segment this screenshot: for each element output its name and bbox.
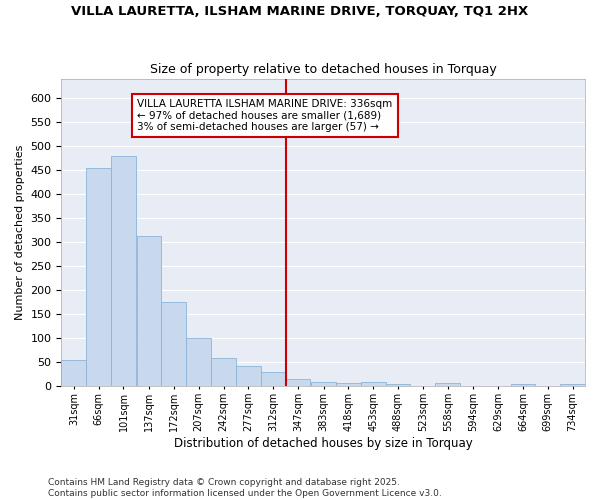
Text: Contains HM Land Registry data © Crown copyright and database right 2025.
Contai: Contains HM Land Registry data © Crown c… xyxy=(48,478,442,498)
X-axis label: Distribution of detached houses by size in Torquay: Distribution of detached houses by size … xyxy=(174,437,473,450)
Title: Size of property relative to detached houses in Torquay: Size of property relative to detached ho… xyxy=(150,63,497,76)
Bar xyxy=(286,379,310,386)
Bar xyxy=(311,382,336,386)
Text: VILLA LAURETTA ILSHAM MARINE DRIVE: 336sqm
← 97% of detached houses are smaller : VILLA LAURETTA ILSHAM MARINE DRIVE: 336s… xyxy=(137,99,392,132)
Bar xyxy=(111,156,136,386)
Bar xyxy=(336,382,361,386)
Bar xyxy=(137,236,161,386)
Bar xyxy=(211,358,236,386)
Y-axis label: Number of detached properties: Number of detached properties xyxy=(15,145,25,320)
Bar xyxy=(361,382,386,386)
Bar xyxy=(386,384,410,386)
Bar xyxy=(511,384,535,386)
Bar xyxy=(61,360,86,386)
Bar xyxy=(261,372,286,386)
Bar xyxy=(560,384,585,386)
Bar xyxy=(186,338,211,386)
Bar xyxy=(86,168,111,386)
Bar xyxy=(161,302,186,386)
Bar xyxy=(236,366,261,386)
Text: VILLA LAURETTA, ILSHAM MARINE DRIVE, TORQUAY, TQ1 2HX: VILLA LAURETTA, ILSHAM MARINE DRIVE, TOR… xyxy=(71,5,529,18)
Bar xyxy=(435,382,460,386)
